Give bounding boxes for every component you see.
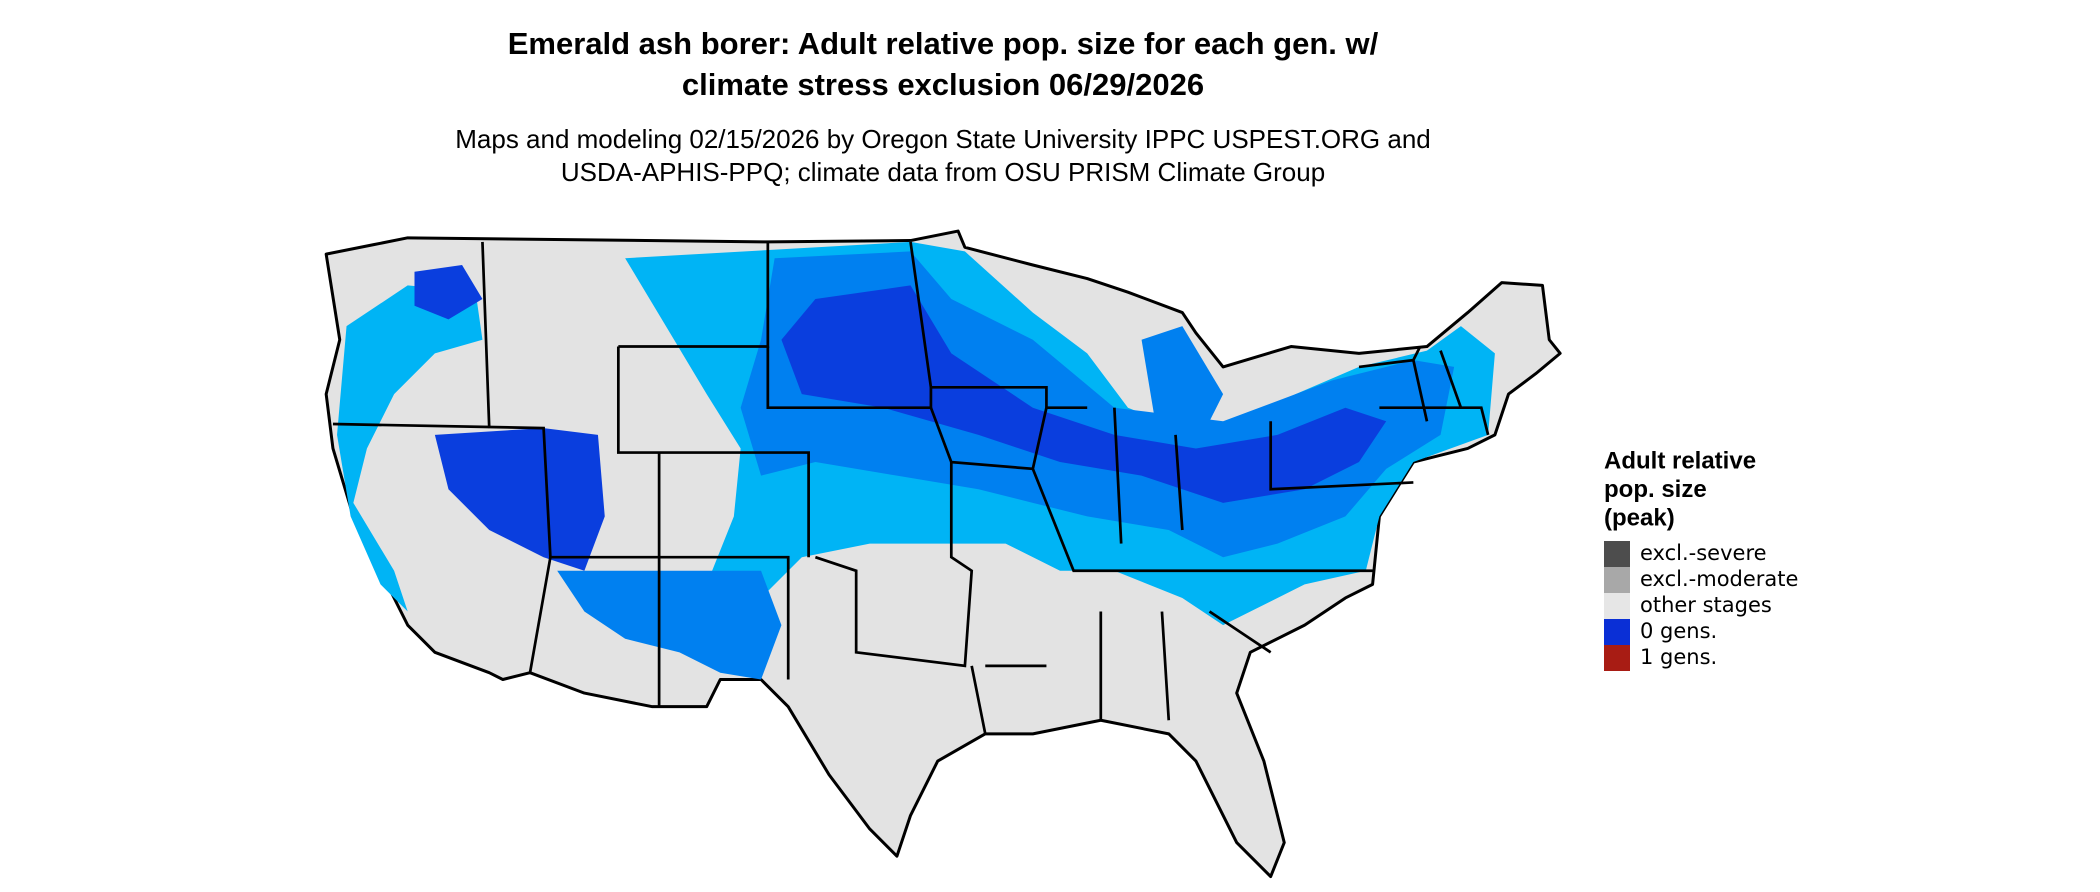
population-shading	[337, 241, 1495, 680]
map-subtitle: USDA-APHIS-PPQ; climate data from OSU PR…	[561, 157, 1325, 187]
legend-label: 1 gens.	[1640, 645, 1717, 669]
legend-swatch	[1604, 619, 1630, 645]
state-borders	[332, 241, 1490, 735]
legend-label: 0 gens.	[1640, 619, 1717, 643]
us-map	[324, 229, 1562, 879]
legend-swatch	[1604, 593, 1630, 619]
us-outline	[324, 229, 1562, 879]
legend-swatch	[1604, 645, 1630, 671]
legend-title: pop. size	[1604, 476, 1707, 503]
legend-swatch	[1604, 567, 1630, 593]
legend-title: (peak)	[1604, 504, 1675, 531]
legend-label: excl.-severe	[1640, 541, 1767, 565]
map-subtitle: Maps and modeling 02/15/2026 by Oregon S…	[455, 124, 1431, 154]
legend-swatch	[1604, 541, 1630, 567]
legend-title: Adult relative	[1604, 447, 1756, 474]
legend-label: excl.-moderate	[1640, 567, 1798, 591]
map-title: climate stress exclusion 06/29/2026	[682, 67, 1204, 102]
map-title: Emerald ash borer: Adult relative pop. s…	[508, 26, 1379, 61]
legend-label: other stages	[1640, 593, 1772, 617]
